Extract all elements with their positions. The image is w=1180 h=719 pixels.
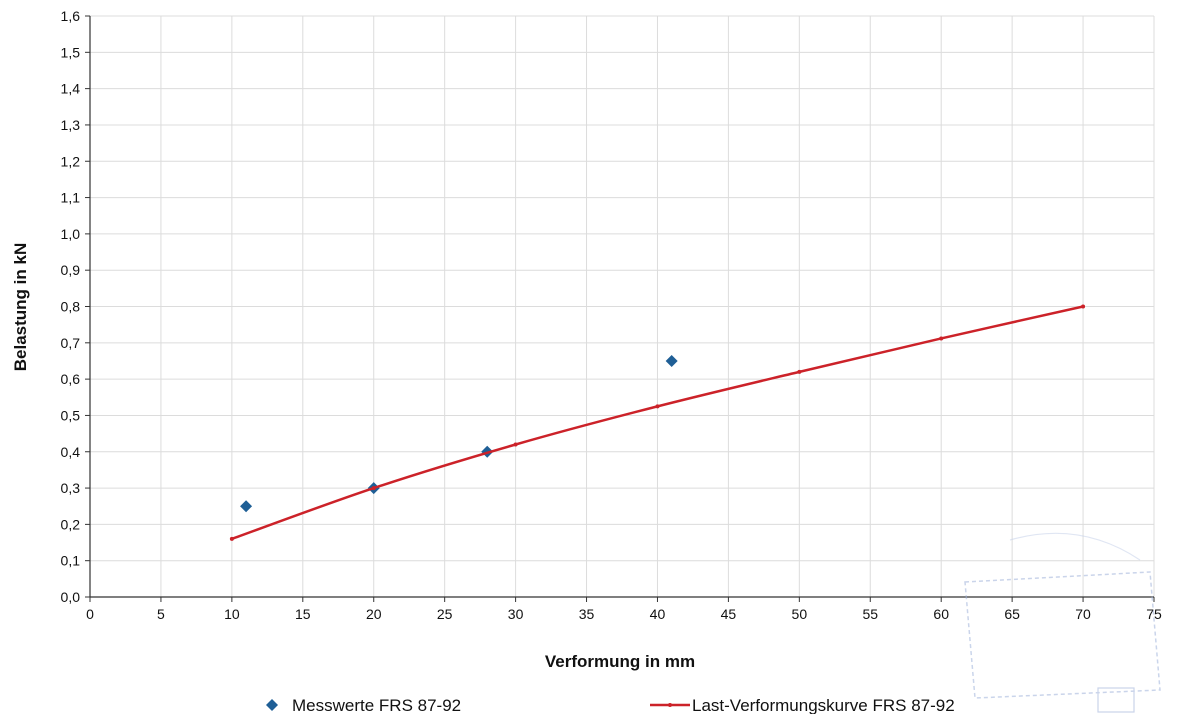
- x-tick-label: 20: [366, 606, 382, 622]
- x-tick-label: 60: [933, 606, 949, 622]
- legend: Messwerte FRS 87-92 Last-Verformungskurv…: [266, 696, 955, 715]
- tick-labels: 0 5 10 15 20 25 30 35 40 45 50 55 60 65 70 750,00,10,20…: [61, 8, 1162, 622]
- legend-label-kurve: Last-Verformungskurve FRS 87-92: [692, 696, 955, 714]
- y-tick-label: 0,2: [61, 516, 81, 532]
- grid: [90, 15, 1155, 597]
- y-tick-label: 0,8: [61, 299, 81, 315]
- series: [229, 304, 1086, 541]
- y-tick-label: 1,1: [61, 190, 81, 206]
- scatter-point-messwerte: [665, 354, 678, 367]
- y-tick-label: 0,7: [61, 335, 81, 351]
- x-tick-label: 25: [437, 606, 453, 622]
- y-tick-label: 0,6: [61, 371, 81, 387]
- x-axis-title: Verformung in mm: [545, 652, 695, 671]
- y-tick-label: 1,5: [61, 44, 81, 60]
- line-point: [939, 336, 944, 341]
- y-tick-label: 1,3: [61, 117, 81, 133]
- x-tick-label: 35: [579, 606, 595, 622]
- line-point: [229, 536, 234, 541]
- axes: [85, 15, 1155, 602]
- y-tick-label: 0,3: [61, 480, 81, 496]
- line-point: [655, 404, 660, 409]
- x-tick-label: 5: [157, 606, 165, 622]
- y-axis-title: Belastung in kN: [11, 243, 30, 371]
- legend-label-messwerte: Messwerte FRS 87-92: [292, 696, 461, 714]
- y-tick-label: 0,4: [61, 444, 81, 460]
- y-tick-label: 0,9: [61, 262, 81, 278]
- line-point: [797, 369, 802, 374]
- x-tick-label: 45: [721, 606, 737, 622]
- y-tick-label: 1,4: [61, 81, 81, 97]
- legend-marker-kurve: [668, 703, 672, 707]
- x-tick-label: 10: [224, 606, 240, 622]
- y-tick-label: 0,5: [61, 407, 81, 423]
- x-tick-label: 70: [1075, 606, 1091, 622]
- y-tick-label: 1,2: [61, 153, 81, 169]
- scatter-point-messwerte: [240, 500, 253, 513]
- x-tick-label: 50: [792, 606, 808, 622]
- y-tick-label: 0,0: [61, 589, 81, 605]
- x-tick-label: 65: [1004, 606, 1020, 622]
- legend-marker-messwerte: [266, 699, 278, 711]
- y-tick-label: 1,6: [61, 8, 81, 24]
- x-tick-label: 55: [862, 606, 878, 622]
- stamp-graphic: [964, 532, 1161, 713]
- x-tick-label: 30: [508, 606, 524, 622]
- y-tick-label: 0,1: [61, 553, 81, 569]
- x-tick-label: 15: [295, 606, 311, 622]
- x-tick-label: 40: [650, 606, 666, 622]
- y-tick-label: 1,0: [61, 226, 81, 242]
- line-point: [1081, 304, 1086, 309]
- line-point: [513, 442, 518, 447]
- x-tick-label: 0: [86, 606, 94, 622]
- line-point: [371, 486, 376, 491]
